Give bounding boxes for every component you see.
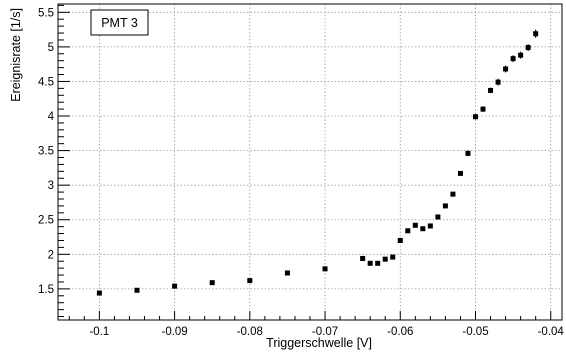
data-point — [247, 278, 253, 284]
x-tick-labels: -0.1 -0.09 -0.08 -0.07 -0.06 -0.05 -0.04 — [89, 326, 564, 338]
data-point — [503, 66, 509, 72]
data-point — [472, 114, 478, 120]
y-tick-label: 4.5 — [38, 76, 54, 88]
data-point — [367, 260, 373, 266]
data-point — [375, 260, 381, 266]
data-point — [172, 283, 178, 289]
y-tick-label: 2 — [48, 249, 54, 261]
data-point — [427, 223, 433, 229]
data-point — [457, 170, 463, 176]
data-point — [397, 237, 403, 243]
legend-box: PMT 3 — [90, 9, 149, 36]
y-tick-labels: 1.5 2 2.5 3 3.5 4 4.5 5 5.5 — [38, 7, 55, 296]
x-axis-title: Triggerschwelle [V] — [266, 336, 372, 350]
data-point — [96, 290, 102, 296]
x-tick-label: -0.09 — [161, 326, 187, 338]
y-tick-label: 5.5 — [38, 7, 54, 19]
x-tick-label: -0.1 — [89, 326, 109, 338]
legend-label: PMT 3 — [101, 16, 138, 30]
data-point — [382, 256, 388, 262]
data-point — [495, 79, 501, 85]
y-tick-label: 1.5 — [38, 284, 54, 296]
axis-ticks — [58, 4, 552, 320]
y-tick-label: 2.5 — [38, 215, 54, 227]
data-point — [435, 214, 441, 220]
y-tick-label: 3 — [48, 180, 54, 192]
data-point — [405, 228, 411, 234]
data-point — [442, 203, 448, 209]
data-point — [284, 270, 290, 276]
data-point — [518, 52, 524, 58]
x-tick-label: -0.07 — [312, 326, 338, 338]
x-tick-label: -0.04 — [538, 326, 565, 338]
data-points — [96, 29, 539, 296]
data-point — [525, 45, 531, 51]
x-tick-label: -0.06 — [387, 326, 413, 338]
y-tick-label: 4 — [48, 111, 55, 123]
data-point — [134, 287, 140, 293]
data-point — [488, 87, 494, 93]
data-point — [420, 226, 426, 232]
data-point — [510, 56, 516, 62]
grid — [58, 4, 562, 320]
data-point — [322, 266, 328, 272]
plot-frame — [57, 3, 563, 321]
y-axis-title: Ereignisrate [1/s] — [9, 8, 23, 102]
data-point — [450, 191, 456, 197]
data-point — [209, 280, 215, 286]
x-tick-label: -0.05 — [462, 326, 488, 338]
y-tick-label: 3.5 — [38, 146, 54, 158]
legend-frame — [90, 9, 149, 36]
x-tick-label: -0.08 — [237, 326, 263, 338]
data-point — [390, 254, 396, 260]
data-point — [360, 255, 366, 261]
data-point — [533, 31, 539, 37]
data-point — [465, 150, 471, 156]
data-point — [480, 106, 486, 112]
data-point — [412, 222, 418, 228]
y-tick-label: 5 — [48, 42, 54, 54]
